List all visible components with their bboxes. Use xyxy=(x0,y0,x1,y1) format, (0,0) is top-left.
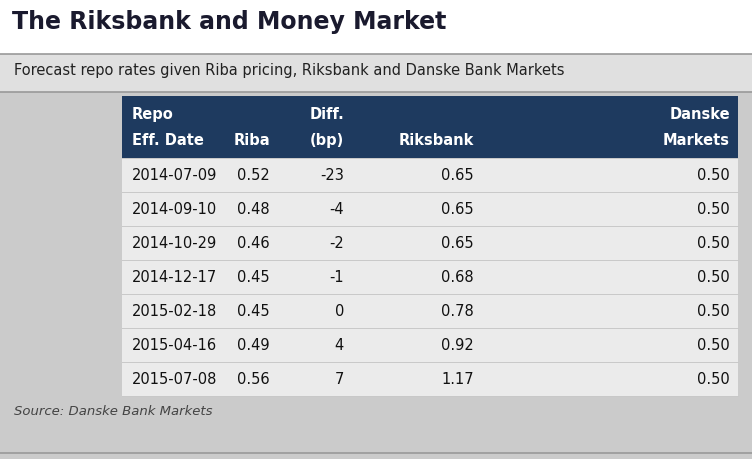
Bar xyxy=(122,97,738,159)
Text: 0: 0 xyxy=(335,304,344,319)
Text: 0.50: 0.50 xyxy=(697,270,730,285)
Text: Source: Danske Bank Markets: Source: Danske Bank Markets xyxy=(14,404,213,417)
Text: 2015-02-18: 2015-02-18 xyxy=(132,304,217,319)
Text: 0.50: 0.50 xyxy=(697,168,730,183)
Text: 0.50: 0.50 xyxy=(697,338,730,353)
Bar xyxy=(0,55,752,93)
Text: Riba: Riba xyxy=(233,133,270,148)
Text: 0.45: 0.45 xyxy=(238,270,270,285)
Text: 2014-12-17: 2014-12-17 xyxy=(132,270,217,285)
Text: 0.78: 0.78 xyxy=(441,304,474,319)
Text: Eff. Date: Eff. Date xyxy=(132,133,204,148)
Text: -23: -23 xyxy=(320,168,344,183)
Text: Forecast repo rates given Riba pricing, Riksbank and Danske Bank Markets: Forecast repo rates given Riba pricing, … xyxy=(14,63,565,78)
Bar xyxy=(122,159,738,396)
Bar xyxy=(0,0,752,55)
Text: 2014-07-09: 2014-07-09 xyxy=(132,168,217,183)
Text: 0.48: 0.48 xyxy=(238,202,270,217)
Text: 0.50: 0.50 xyxy=(697,372,730,386)
Text: Markets: Markets xyxy=(663,133,730,148)
Text: 0.65: 0.65 xyxy=(441,202,474,217)
Text: 2015-07-08: 2015-07-08 xyxy=(132,372,217,386)
Text: 4: 4 xyxy=(335,338,344,353)
Text: 2015-04-16: 2015-04-16 xyxy=(132,338,217,353)
Text: 0.52: 0.52 xyxy=(237,168,270,183)
Text: -4: -4 xyxy=(329,202,344,217)
Text: 0.92: 0.92 xyxy=(441,338,474,353)
Text: 0.65: 0.65 xyxy=(441,236,474,251)
Text: The Riksbank and Money Market: The Riksbank and Money Market xyxy=(12,10,447,34)
Text: Diff.: Diff. xyxy=(309,107,344,122)
Text: -1: -1 xyxy=(329,270,344,285)
Text: 0.65: 0.65 xyxy=(441,168,474,183)
Text: 2014-10-29: 2014-10-29 xyxy=(132,236,217,251)
Text: 0.46: 0.46 xyxy=(238,236,270,251)
Text: -2: -2 xyxy=(329,236,344,251)
Text: 0.50: 0.50 xyxy=(697,236,730,251)
Text: (bp): (bp) xyxy=(310,133,344,148)
Text: 2014-09-10: 2014-09-10 xyxy=(132,202,217,217)
Text: 0.49: 0.49 xyxy=(238,338,270,353)
Text: Riksbank: Riksbank xyxy=(399,133,474,148)
Text: 7: 7 xyxy=(335,372,344,386)
Text: 0.50: 0.50 xyxy=(697,202,730,217)
Text: 0.50: 0.50 xyxy=(697,304,730,319)
Text: 0.56: 0.56 xyxy=(238,372,270,386)
Text: Danske: Danske xyxy=(669,107,730,122)
Text: 1.17: 1.17 xyxy=(441,372,474,386)
Text: Repo: Repo xyxy=(132,107,174,122)
Text: 0.68: 0.68 xyxy=(441,270,474,285)
Text: 0.45: 0.45 xyxy=(238,304,270,319)
